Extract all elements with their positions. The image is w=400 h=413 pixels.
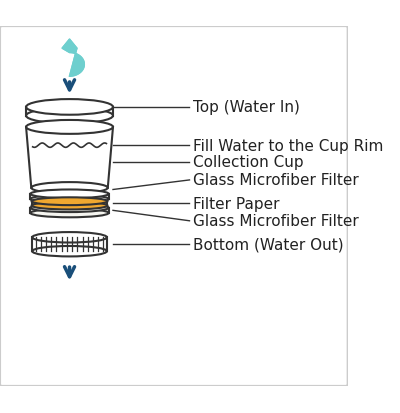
Text: Collection Cup: Collection Cup	[193, 155, 304, 170]
Bar	[32, 202, 108, 206]
Bar	[32, 238, 107, 252]
FancyBboxPatch shape	[0, 27, 348, 386]
Ellipse shape	[30, 209, 109, 218]
Text: Fill Water to the Cup Rim: Fill Water to the Cup Rim	[193, 138, 383, 153]
Bar	[30, 195, 109, 199]
Ellipse shape	[32, 247, 107, 257]
Bar	[26, 108, 113, 116]
Ellipse shape	[31, 183, 108, 194]
Text: Glass Microfiber Filter: Glass Microfiber Filter	[193, 214, 359, 229]
Text: Filter Paper: Filter Paper	[193, 197, 280, 211]
Polygon shape	[26, 128, 113, 188]
Ellipse shape	[32, 198, 108, 206]
Ellipse shape	[32, 233, 107, 243]
Ellipse shape	[32, 202, 108, 210]
Ellipse shape	[30, 204, 109, 213]
Ellipse shape	[26, 109, 113, 124]
Bar	[30, 208, 109, 214]
Text: Glass Microfiber Filter: Glass Microfiber Filter	[193, 173, 359, 188]
Text: Bottom (Water Out): Bottom (Water Out)	[193, 237, 344, 252]
Ellipse shape	[30, 190, 109, 199]
Polygon shape	[62, 40, 84, 77]
Text: Top (Water In): Top (Water In)	[193, 100, 300, 115]
Ellipse shape	[26, 100, 113, 116]
Ellipse shape	[26, 121, 113, 135]
Ellipse shape	[30, 195, 109, 204]
